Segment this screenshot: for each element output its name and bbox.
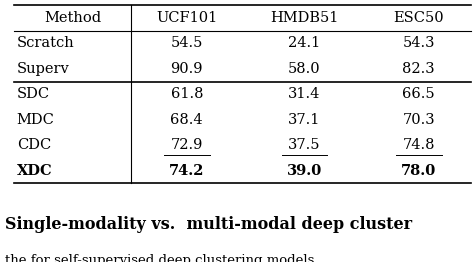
Text: 37.5: 37.5 bbox=[288, 138, 321, 152]
Text: 37.1: 37.1 bbox=[288, 113, 321, 127]
Text: 24.1: 24.1 bbox=[288, 36, 320, 50]
Text: 74.2: 74.2 bbox=[169, 164, 205, 178]
Text: Scratch: Scratch bbox=[17, 36, 74, 50]
Text: 82.3: 82.3 bbox=[402, 62, 435, 76]
Text: UCF101: UCF101 bbox=[156, 11, 218, 25]
Text: ESC50: ESC50 bbox=[393, 11, 444, 25]
Text: Superv: Superv bbox=[17, 62, 69, 76]
Text: HMDB51: HMDB51 bbox=[270, 11, 338, 25]
Text: 54.5: 54.5 bbox=[170, 36, 203, 50]
Text: 74.8: 74.8 bbox=[402, 138, 435, 152]
Text: Method: Method bbox=[44, 11, 101, 25]
Text: 78.0: 78.0 bbox=[401, 164, 436, 178]
Text: 39.0: 39.0 bbox=[287, 164, 322, 178]
Text: 61.8: 61.8 bbox=[170, 87, 203, 101]
Text: 66.5: 66.5 bbox=[402, 87, 435, 101]
Text: Single-modality vs.  multi-modal deep cluster: Single-modality vs. multi-modal deep clu… bbox=[5, 216, 412, 233]
Text: MDC: MDC bbox=[17, 113, 55, 127]
Text: CDC: CDC bbox=[17, 138, 51, 152]
Text: 72.9: 72.9 bbox=[170, 138, 203, 152]
Text: 68.4: 68.4 bbox=[170, 113, 203, 127]
Text: 54.3: 54.3 bbox=[402, 36, 435, 50]
Text: 70.3: 70.3 bbox=[402, 113, 435, 127]
Text: the for self-supervised deep clustering models: the for self-supervised deep clustering … bbox=[5, 254, 314, 262]
Text: 31.4: 31.4 bbox=[288, 87, 321, 101]
Text: 58.0: 58.0 bbox=[288, 62, 321, 76]
Text: 90.9: 90.9 bbox=[170, 62, 203, 76]
Text: SDC: SDC bbox=[17, 87, 50, 101]
Text: XDC: XDC bbox=[17, 164, 52, 178]
